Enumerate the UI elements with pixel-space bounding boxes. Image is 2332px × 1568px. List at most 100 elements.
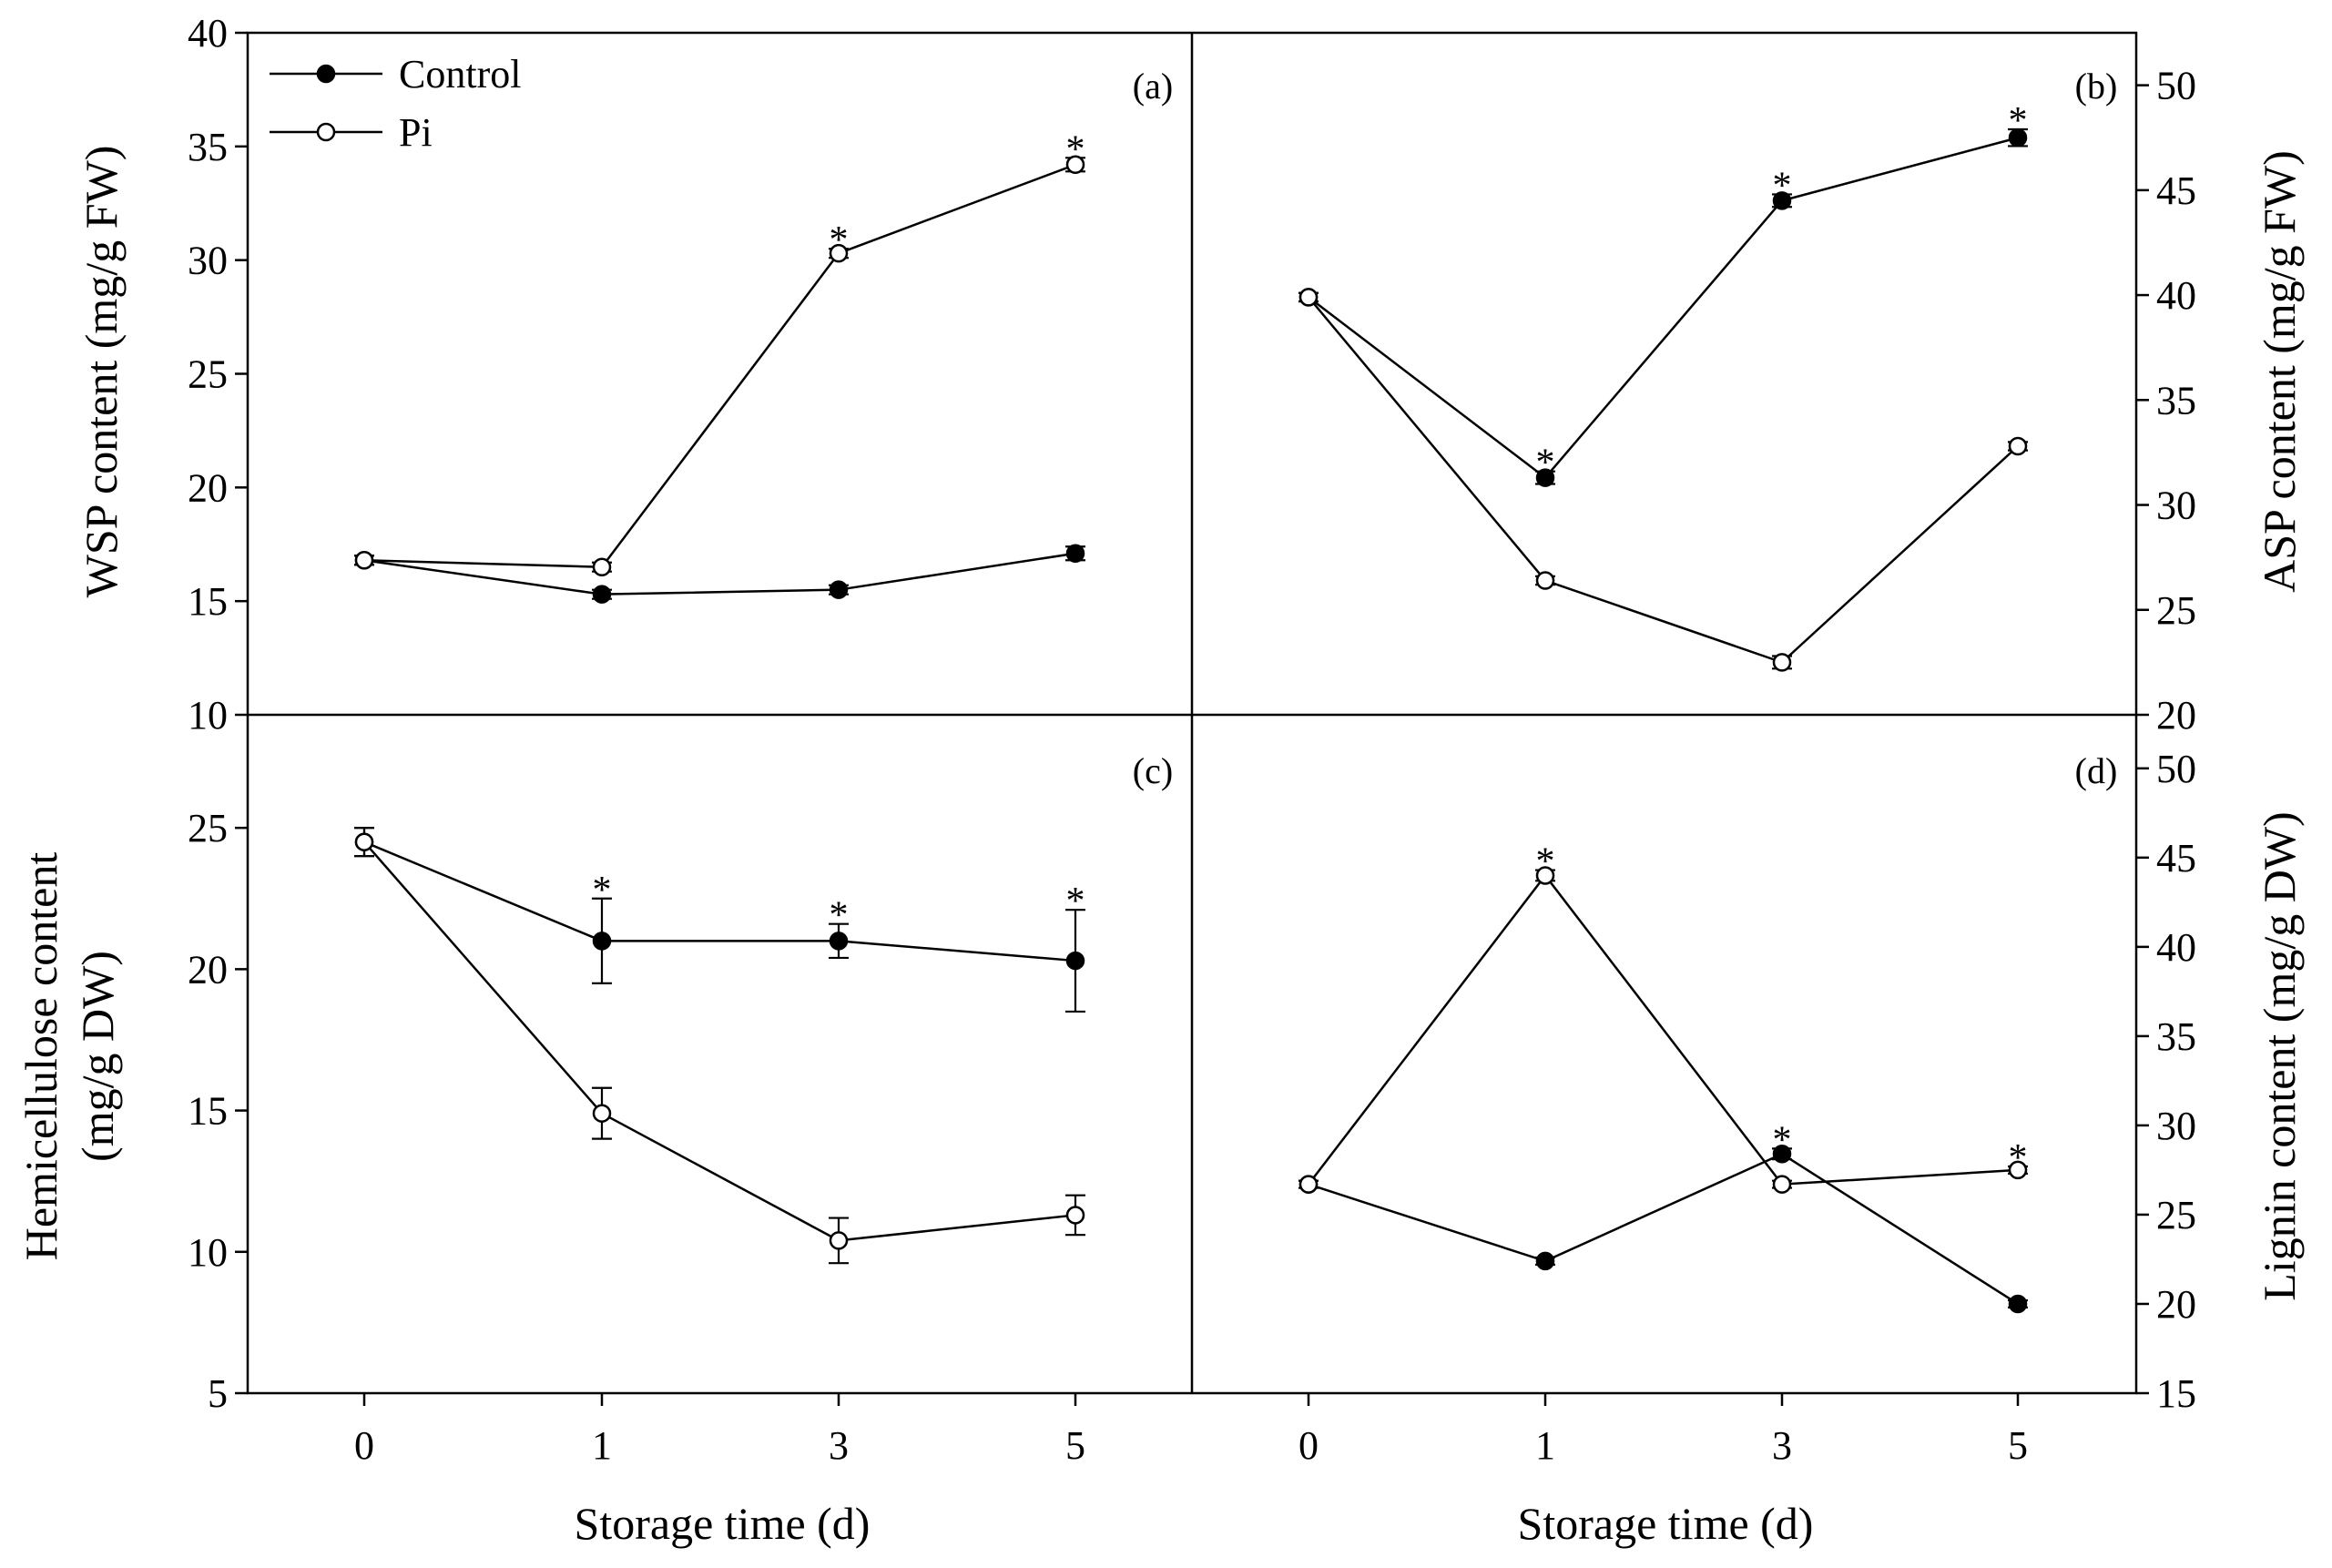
legend-pi-marker bbox=[316, 122, 336, 142]
y-tick-label: 35 bbox=[188, 125, 228, 169]
data-point bbox=[1772, 653, 1792, 672]
plot-area: 10 15 20 25 30 35 40 (a) WSP content (mg/g FW) * *… bbox=[15, 11, 2305, 1416]
x-tick-label: 1 bbox=[592, 1423, 612, 1468]
data-point bbox=[1772, 1145, 1792, 1164]
data-point bbox=[592, 932, 612, 951]
x-tick-label: 3 bbox=[1772, 1423, 1792, 1468]
y-tick-label: 25 bbox=[188, 806, 228, 850]
data-point bbox=[1535, 571, 1555, 590]
legend: Control Pi bbox=[270, 52, 521, 155]
data-point bbox=[1065, 155, 1085, 175]
data-point bbox=[1535, 866, 1555, 885]
y-tick-label: 40 bbox=[2156, 925, 2196, 970]
series-pi bbox=[1298, 866, 2028, 1194]
data-point bbox=[1298, 288, 1319, 307]
y-tick-label: 25 bbox=[2156, 588, 2196, 633]
x-tick-label: 5 bbox=[2008, 1423, 2028, 1468]
y-tick-label: 20 bbox=[188, 465, 228, 510]
x-axis-title-right: Storage time (d) bbox=[1518, 1498, 1814, 1549]
x-tick-label: 0 bbox=[1298, 1423, 1319, 1468]
data-point bbox=[592, 585, 612, 604]
data-point bbox=[2008, 1160, 2028, 1180]
significance-star: * bbox=[1773, 1119, 1792, 1161]
data-point bbox=[829, 1231, 849, 1250]
x-tick-label: 5 bbox=[1065, 1423, 1085, 1468]
y-tick-label: 35 bbox=[2156, 1014, 2196, 1059]
y-tick-label: 15 bbox=[188, 1089, 228, 1134]
significance-star: * bbox=[1536, 841, 1555, 883]
legend-control-marker bbox=[316, 64, 336, 84]
y-tick-label: 25 bbox=[188, 352, 228, 397]
panel-frames: 0 1 3 5 0 1 3 5 bbox=[246, 31, 2138, 1468]
series-pi bbox=[354, 827, 1085, 1265]
series-pi bbox=[1298, 288, 2028, 672]
y-tick-label: 40 bbox=[2156, 273, 2196, 318]
series-line bbox=[1308, 137, 2019, 480]
significance-star: * bbox=[2009, 100, 2028, 142]
data-point bbox=[1535, 468, 1555, 487]
panel-a: 10 15 20 25 30 35 40 (a) WSP content (mg/g FW) * * bbox=[76, 11, 1173, 738]
data-point bbox=[2008, 127, 2028, 148]
y-tick-label: 5 bbox=[208, 1371, 228, 1416]
series-line bbox=[363, 552, 1076, 596]
data-point bbox=[1065, 951, 1085, 971]
series-line bbox=[1308, 296, 2019, 664]
x-axis-title-left: Storage time (d) bbox=[575, 1498, 871, 1549]
significance-star: * bbox=[1066, 128, 1085, 170]
data-point bbox=[354, 550, 374, 570]
data-point bbox=[2008, 436, 2028, 456]
data-point bbox=[354, 832, 374, 851]
panel-label: (a) bbox=[1133, 66, 1173, 107]
data-point bbox=[1535, 1251, 1555, 1271]
series-control bbox=[354, 827, 1085, 1013]
series-pi bbox=[354, 155, 1085, 576]
significance-star: * bbox=[830, 895, 849, 937]
y-axis-title: Hemicellulose content (mg/g DW) bbox=[15, 852, 123, 1261]
data-point bbox=[829, 932, 849, 951]
data-point bbox=[829, 580, 849, 599]
significance-star: * bbox=[1536, 443, 1555, 484]
y-tick-label: 15 bbox=[188, 579, 228, 624]
data-point bbox=[592, 1104, 612, 1123]
data-point bbox=[2008, 1294, 2028, 1314]
data-point bbox=[592, 557, 612, 576]
data-point bbox=[1772, 1175, 1792, 1194]
significance-star: * bbox=[1066, 881, 1085, 922]
panel-label: (d) bbox=[2075, 750, 2118, 791]
significance-star: * bbox=[593, 870, 612, 911]
panel-label: (b) bbox=[2075, 66, 2118, 107]
x-tick-label: 0 bbox=[354, 1423, 374, 1468]
y-axis-title: ASP content (mg/g FW) bbox=[2254, 150, 2305, 593]
y-axis-title: Lignin content (mg/g DW) bbox=[2254, 811, 2305, 1300]
data-point bbox=[1298, 1175, 1319, 1194]
series-control bbox=[1298, 127, 2028, 487]
panel-b: 20 25 30 35 40 45 50 (b) ASP content (mg/g FW) * *… bbox=[1298, 64, 2305, 738]
y-tick-label: 50 bbox=[2156, 747, 2196, 791]
y-tick-label: 45 bbox=[2156, 836, 2196, 881]
data-point bbox=[1772, 191, 1792, 210]
legend-control-label: Control bbox=[399, 52, 521, 97]
y-tick-label: 20 bbox=[188, 947, 228, 992]
x-tick-label: 3 bbox=[829, 1423, 849, 1468]
y-tick-label: 30 bbox=[188, 239, 228, 283]
significance-star: * bbox=[1773, 165, 1792, 207]
y-tick-label: 10 bbox=[188, 693, 228, 738]
series-line bbox=[1308, 873, 2019, 1186]
y-axis-title: WSP content (mg/g FW) bbox=[76, 146, 127, 598]
series-control bbox=[354, 544, 1085, 604]
data-point bbox=[1065, 1206, 1085, 1225]
panel-c: 5 10 15 20 25 (c) Hemicellulose content (mg/g D… bbox=[15, 750, 1173, 1416]
y-tick-label: 30 bbox=[2156, 1104, 2196, 1148]
legend-pi-label: Pi bbox=[399, 110, 433, 155]
data-point bbox=[1065, 544, 1085, 563]
y-tick-label: 20 bbox=[2156, 693, 2196, 738]
y-tick-label: 50 bbox=[2156, 64, 2196, 108]
series-line bbox=[363, 840, 1076, 1242]
series-line bbox=[363, 163, 1076, 568]
y-tick-label: 20 bbox=[2156, 1282, 2196, 1327]
y-tick-label: 15 bbox=[2156, 1371, 2196, 1416]
panel-label: (c) bbox=[1133, 750, 1173, 791]
y-tick-label: 45 bbox=[2156, 168, 2196, 213]
significance-star: * bbox=[830, 219, 849, 261]
